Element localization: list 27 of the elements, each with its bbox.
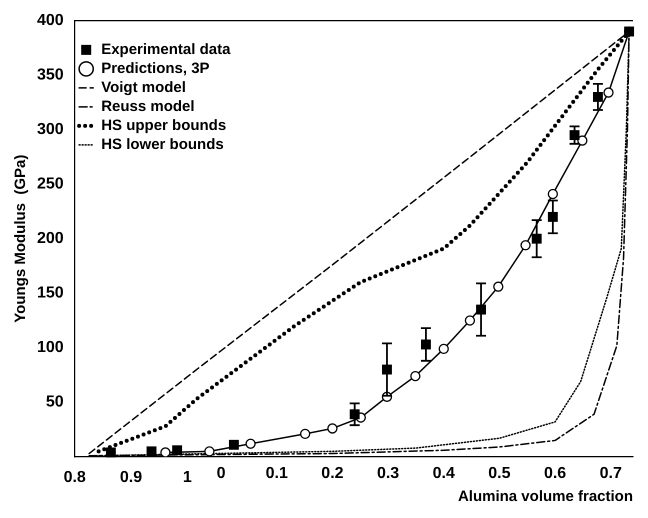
legend-label: Experimental data (101, 41, 232, 58)
x-tick-label: 0.5 (488, 464, 511, 482)
x-axis-title: Alumina volume fraction (458, 488, 633, 506)
y-tick-label: 200 (36, 230, 64, 248)
legend-label: Voigt model (101, 79, 186, 96)
x-tick-label: 0.1 (266, 464, 288, 482)
legend-label: Reuss model (101, 98, 195, 116)
x2-tick-label: 0.8 (64, 468, 86, 486)
legend-label: HS upper bounds (101, 117, 226, 134)
y-tick-label: 350 (36, 66, 64, 84)
y-tick-label: 150 (36, 284, 64, 302)
legend-label: HS lower bounds (101, 136, 224, 154)
x-tick-label: 0.6 (544, 464, 566, 482)
y-tick-label: 250 (36, 176, 64, 193)
x-tick-label: 0.4 (432, 464, 455, 482)
y-tick-label: 400 (36, 12, 64, 30)
x2-tick-label: 0.9 (120, 468, 142, 486)
x-tick-label: 0.7 (600, 464, 622, 482)
y-axis-title: Youngs Modulus (GPa) (12, 154, 30, 323)
y-tick-label: 100 (36, 339, 64, 356)
x2-tick-label: 1 (182, 468, 192, 486)
y-tick-label: 50 (46, 394, 64, 411)
x-tick-label: 0.3 (376, 464, 400, 482)
y-tick-label: 300 (36, 121, 64, 138)
x-tick-label: 0 (216, 464, 226, 482)
legend-label: Predictions, 3P (101, 60, 210, 78)
x-tick-label: 0.2 (321, 464, 344, 482)
